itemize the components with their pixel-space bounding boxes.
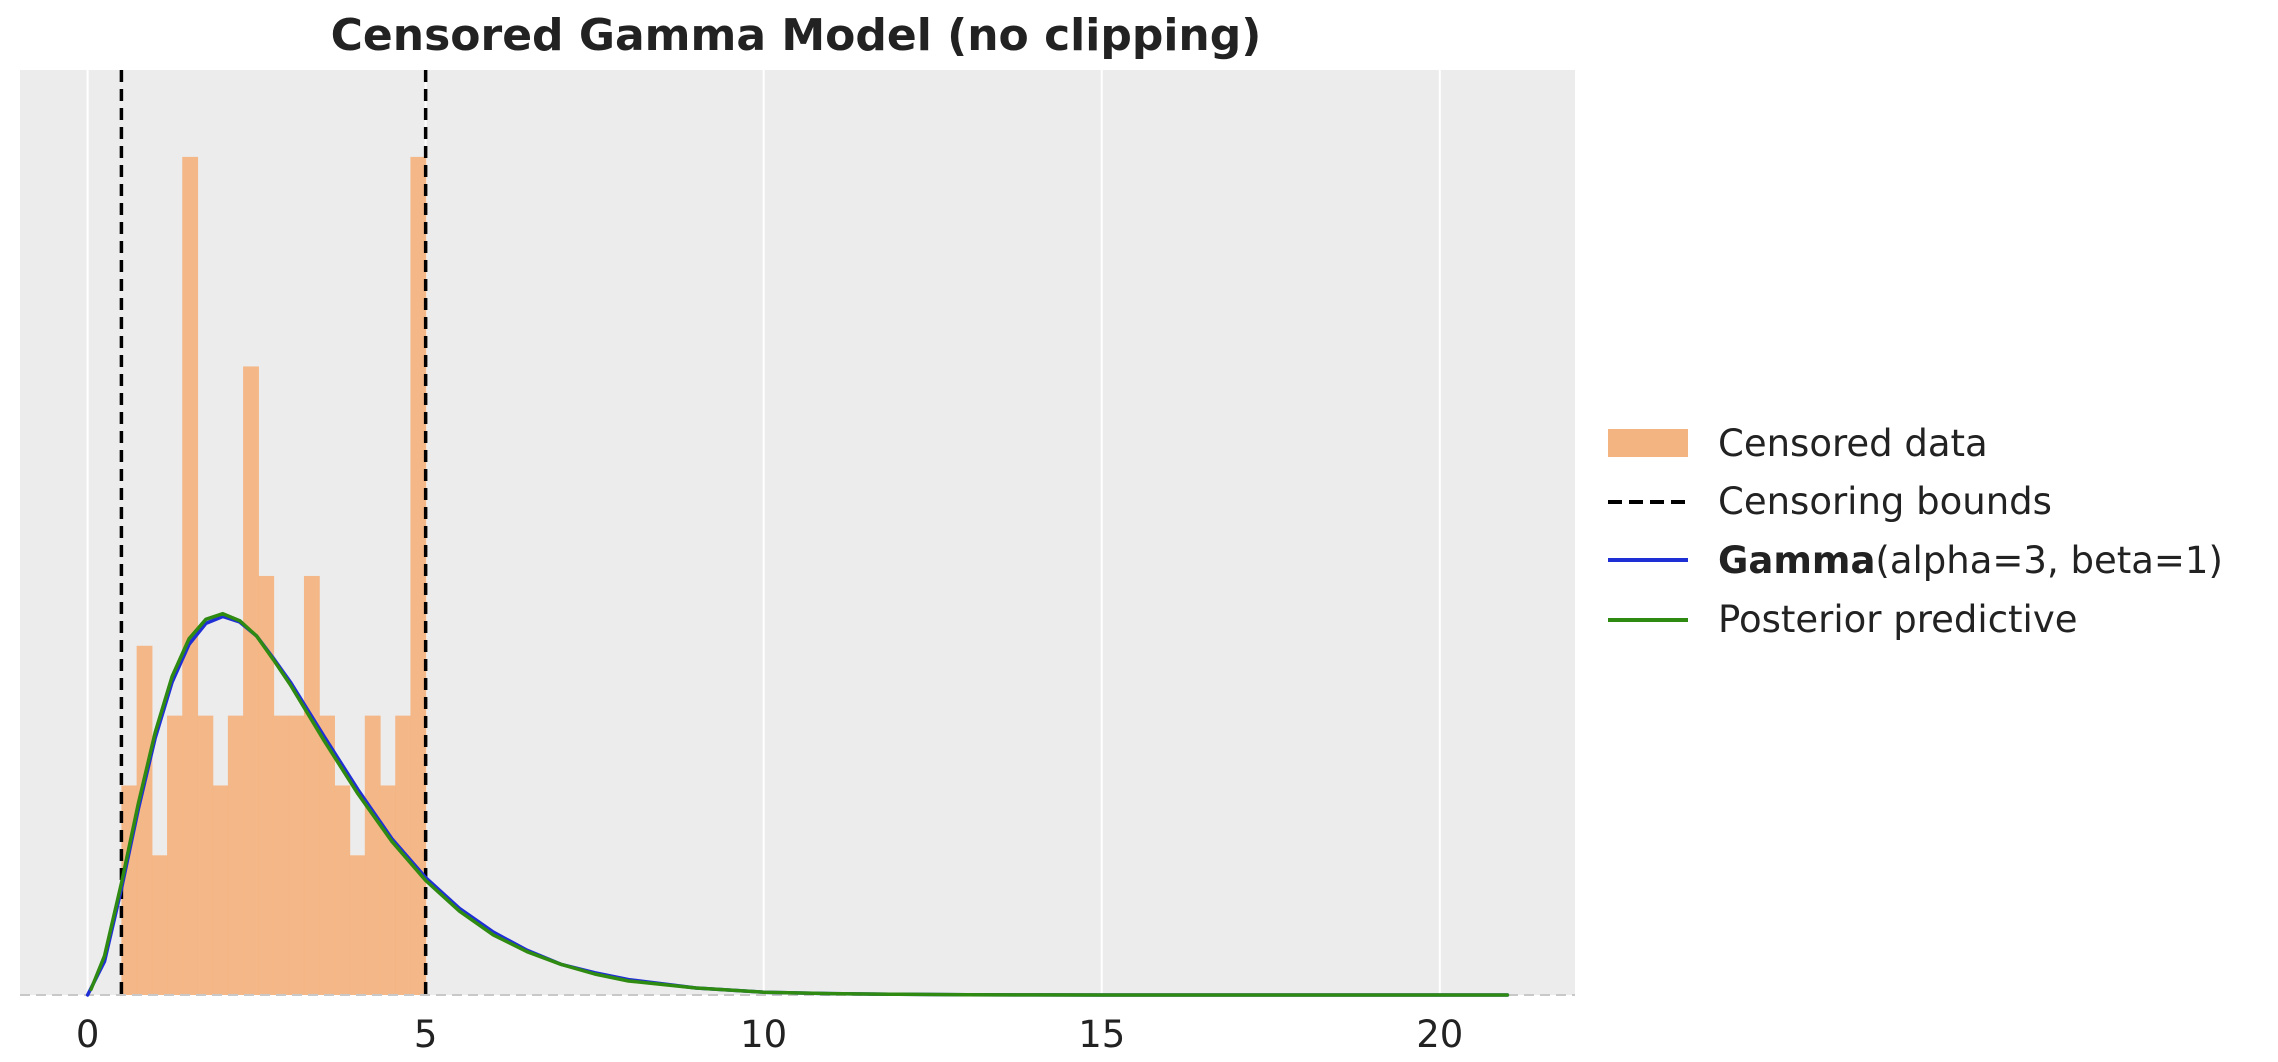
legend-label-censoring-bounds: Censoring bounds [1718, 480, 2052, 523]
histogram-bar [349, 855, 366, 995]
histogram-bar [303, 575, 320, 995]
histogram-bars [121, 156, 427, 995]
histogram-bar [364, 715, 381, 995]
histogram-bar [288, 715, 305, 995]
legend-label-gamma-params: (alpha=3, beta=1) [1875, 539, 2222, 582]
histogram-bar [197, 715, 214, 995]
histogram-bar [334, 785, 351, 995]
histogram-bar [410, 156, 427, 995]
histogram-bar [227, 715, 244, 995]
histogram-bar [167, 715, 183, 995]
posterior-predictive-curve [89, 611, 1510, 997]
histogram-bar [212, 785, 229, 995]
histogram-bar [319, 715, 335, 995]
x-tick-label: 15 [1078, 1013, 1125, 1056]
legend-label-gamma-bold: Gamma [1718, 539, 1875, 582]
histogram-bar [380, 785, 396, 995]
chart-title: Censored Gamma Model (no clipping) [331, 10, 1262, 61]
legend: Censored data Censoring bounds Gamma(alp… [1608, 422, 2223, 641]
legend-label-gamma: Gamma(alpha=3, beta=1) [1718, 539, 2223, 582]
x-axis-ticks: 0 5 10 15 20 [76, 1013, 1463, 1056]
x-tick-label: 10 [740, 1013, 787, 1056]
x-tick-label: 0 [76, 1013, 100, 1056]
histogram-bar [273, 715, 290, 995]
legend-label-censored-data: Censored data [1718, 422, 1988, 465]
x-tick-label: 20 [1416, 1013, 1463, 1056]
histogram-bar [151, 855, 168, 995]
x-tick-label: 5 [414, 1013, 438, 1056]
histogram-bar [136, 645, 153, 995]
histogram-bar [182, 156, 199, 995]
legend-label-posterior-predictive: Posterior predictive [1718, 598, 2078, 641]
censoring-bounds [119, 70, 428, 995]
histogram-bar [243, 366, 259, 995]
histogram-bar [258, 575, 275, 995]
density-curves [85, 611, 1510, 997]
legend-swatch-censored-data [1608, 429, 1688, 457]
